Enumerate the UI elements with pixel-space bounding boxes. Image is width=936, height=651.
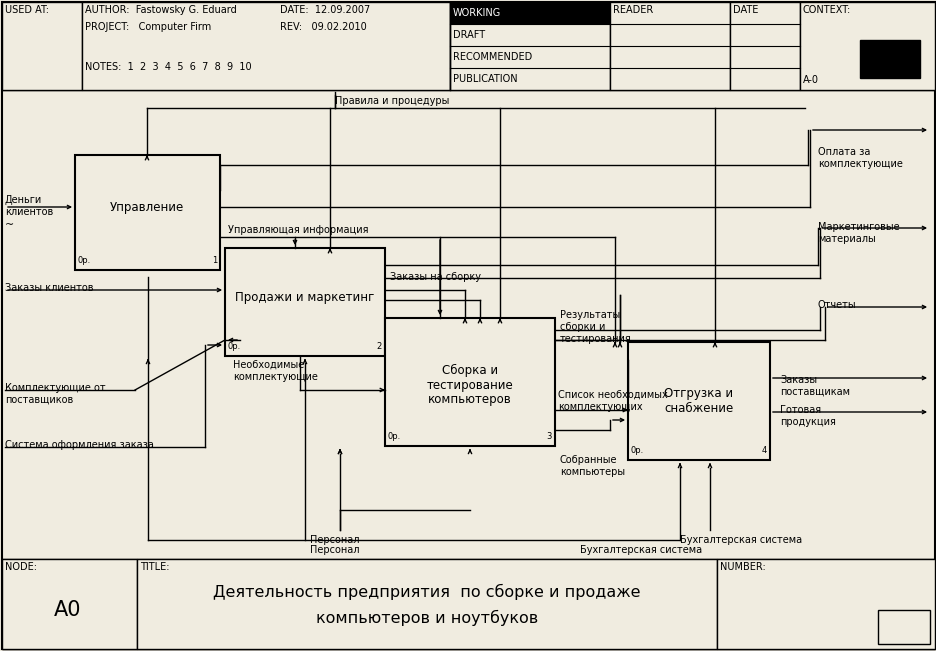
Text: NUMBER:: NUMBER: — [719, 562, 765, 572]
Bar — [2, 2, 82, 90]
Text: PROJECT:   Computer Firm: PROJECT: Computer Firm — [85, 22, 211, 32]
Bar — [627, 342, 769, 460]
Bar — [82, 270, 227, 277]
Text: RECOMMENDED: RECOMMENDED — [452, 52, 532, 62]
Text: тестирования: тестирования — [560, 334, 631, 344]
Text: A0: A0 — [54, 600, 81, 620]
Bar — [635, 460, 776, 467]
Text: ~: ~ — [5, 220, 14, 230]
Text: Правила и процедуры: Правила и процедуры — [335, 96, 449, 106]
Text: WORKING: WORKING — [452, 8, 501, 18]
Text: Маркетинговые: Маркетинговые — [817, 222, 899, 232]
Text: клиентов: клиентов — [5, 207, 53, 217]
Text: Результаты: Результаты — [560, 310, 620, 320]
Text: продукция: продукция — [779, 417, 835, 427]
Text: Комплектующие от: Комплектующие от — [5, 383, 106, 393]
Text: TITLE:: TITLE: — [139, 562, 169, 572]
Bar — [137, 559, 716, 649]
Text: поставщикам: поставщикам — [779, 387, 849, 397]
Text: 0р.: 0р. — [78, 256, 91, 265]
Text: CONTEXT:: CONTEXT: — [802, 5, 850, 15]
Text: 0р.: 0р. — [630, 446, 644, 455]
Bar — [554, 325, 562, 453]
Text: Управляющая информация: Управляющая информация — [227, 225, 368, 235]
Text: PUBLICATION: PUBLICATION — [452, 74, 517, 84]
Text: поставщиков: поставщиков — [5, 395, 73, 405]
Text: READER: READER — [612, 5, 652, 15]
Text: DATE:  12.09.2007: DATE: 12.09.2007 — [280, 5, 370, 15]
Bar — [859, 40, 919, 78]
Text: DRAFT: DRAFT — [452, 30, 485, 40]
Text: Собранные: Собранные — [560, 455, 617, 465]
Text: Бухгалтерская система: Бухгалтерская система — [579, 545, 701, 555]
Text: Отгрузка и: Отгрузка и — [664, 387, 733, 400]
Bar — [232, 356, 391, 363]
Bar — [385, 255, 391, 363]
Text: Готовая: Готовая — [779, 405, 820, 415]
Bar — [2, 2, 934, 90]
Text: снабжение: снабжение — [664, 402, 733, 415]
Text: 4: 4 — [761, 446, 767, 455]
Text: 0р.: 0р. — [388, 432, 401, 441]
Text: компьютеров и ноутбуков: компьютеров и ноутбуков — [315, 610, 537, 626]
Text: Продажи и маркетинг: Продажи и маркетинг — [235, 290, 374, 303]
Text: Отчеты: Отчеты — [817, 300, 856, 310]
Bar — [2, 559, 934, 649]
Text: Персонал: Персонал — [310, 535, 359, 545]
Text: Заказы на сборку: Заказы на сборку — [389, 272, 480, 282]
Bar — [385, 318, 554, 446]
Text: компьютеры: компьютеры — [560, 467, 624, 477]
Text: Управление: Управление — [110, 201, 184, 214]
Text: материалы: материалы — [817, 234, 875, 244]
Text: NOTES:  1  2  3  4  5  6  7  8  9  10: NOTES: 1 2 3 4 5 6 7 8 9 10 — [85, 62, 252, 72]
Text: 1: 1 — [212, 256, 217, 265]
Bar — [799, 2, 934, 90]
Bar — [82, 2, 449, 90]
Text: Персонал: Персонал — [310, 545, 359, 555]
Text: сборки и: сборки и — [560, 322, 605, 332]
Bar — [449, 2, 609, 24]
Text: 3: 3 — [546, 432, 551, 441]
Text: Заказы клиентов: Заказы клиентов — [5, 283, 94, 293]
Bar — [449, 2, 609, 90]
Text: USED AT:: USED AT: — [5, 5, 49, 15]
Text: Сборка и: Сборка и — [442, 363, 498, 376]
Text: тестирование: тестирование — [426, 378, 513, 391]
Bar — [769, 349, 776, 467]
Bar — [716, 559, 934, 649]
Text: Необходимые: Необходимые — [233, 360, 304, 370]
Text: 0р.: 0р. — [227, 342, 241, 351]
Bar — [75, 155, 220, 270]
Bar — [225, 248, 385, 356]
Bar — [877, 610, 929, 644]
Text: компьютеров: компьютеров — [428, 393, 511, 406]
Text: комплектующие: комплектующие — [233, 372, 317, 382]
Text: Деньги: Деньги — [5, 195, 42, 205]
Text: NODE:: NODE: — [5, 562, 37, 572]
Text: REV:   09.02.2010: REV: 09.02.2010 — [280, 22, 366, 32]
Text: Система оформления заказа: Система оформления заказа — [5, 440, 154, 450]
Text: комплектующих: комплектующих — [558, 402, 642, 412]
Text: Бухгалтерская система: Бухгалтерская система — [680, 535, 801, 545]
Text: Деятельность предприятия  по сборке и продаже: Деятельность предприятия по сборке и про… — [213, 584, 640, 600]
Text: A-0: A-0 — [802, 75, 818, 85]
Text: Оплата за: Оплата за — [817, 147, 870, 157]
Bar — [2, 559, 137, 649]
Text: Заказы: Заказы — [779, 375, 816, 385]
Bar — [10, 92, 926, 553]
Text: DATE: DATE — [732, 5, 757, 15]
Bar — [391, 446, 562, 453]
Text: комплектующие: комплектующие — [817, 159, 902, 169]
Bar — [729, 2, 799, 90]
Bar — [609, 2, 729, 90]
Bar — [220, 162, 227, 277]
Text: 2: 2 — [376, 342, 382, 351]
Text: AUTHOR:  Fastowsky G. Eduard: AUTHOR: Fastowsky G. Eduard — [85, 5, 237, 15]
Text: Список необходимых: Список необходимых — [558, 390, 667, 400]
